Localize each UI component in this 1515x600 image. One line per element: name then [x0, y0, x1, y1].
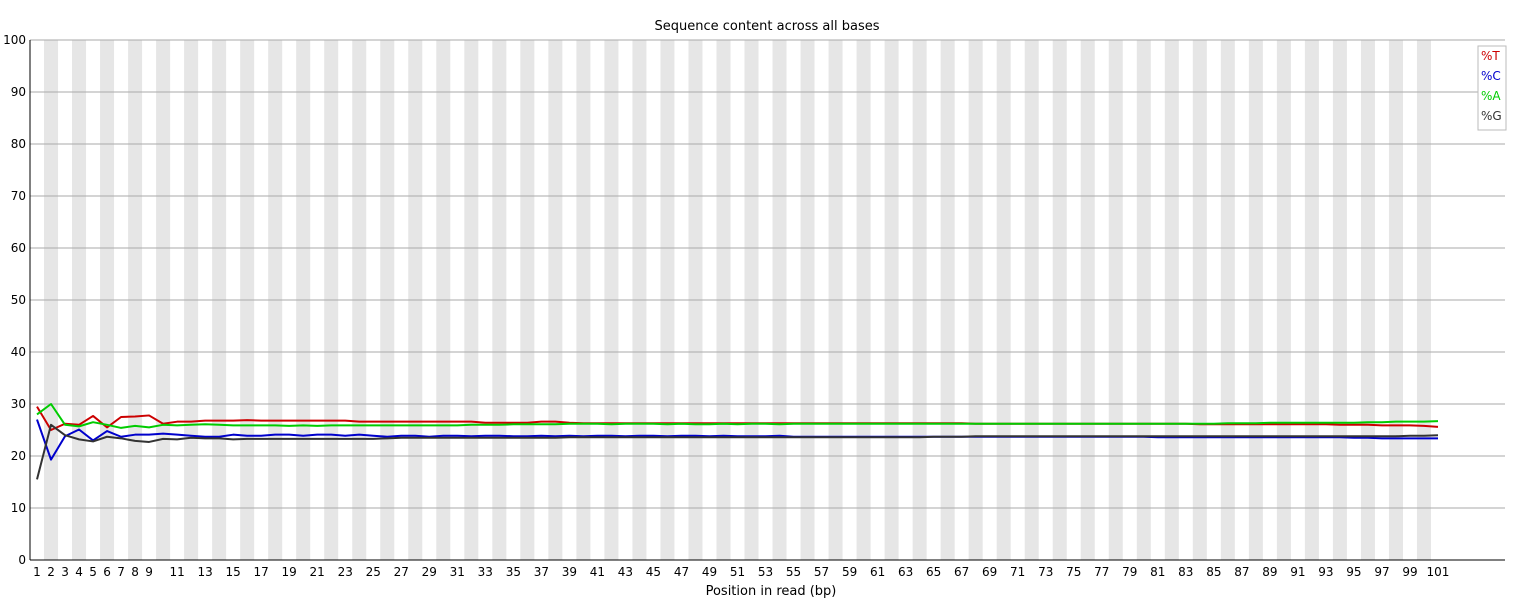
- x-tick-label: 71: [1010, 565, 1025, 579]
- x-tick-label: 97: [1374, 565, 1389, 579]
- x-tick-label: 69: [982, 565, 997, 579]
- x-tick-label: 67: [954, 565, 969, 579]
- x-tick-label: 23: [338, 565, 353, 579]
- x-tick-label: 11: [169, 565, 184, 579]
- x-tick-label: 87: [1234, 565, 1249, 579]
- legend-box: [1477, 45, 1507, 131]
- x-tick-label: 89: [1262, 565, 1277, 579]
- series-line-2: [36, 403, 1439, 429]
- y-axis-ticks: 0 10 20 30 40 50 60 70 80 90 100: [3, 33, 26, 567]
- x-tick-label: 55: [786, 565, 801, 579]
- x-tick-label: 43: [618, 565, 633, 579]
- x-tick-label: 17: [254, 565, 269, 579]
- legend-entry: %G: [1481, 109, 1502, 123]
- x-tick-label: 33: [478, 565, 493, 579]
- x-tick-label: 65: [926, 565, 941, 579]
- x-tick-label: 83: [1178, 565, 1193, 579]
- x-tick-label: 21: [310, 565, 325, 579]
- horizontal-gridlines: [30, 39, 1505, 509]
- x-tick-label: 19: [282, 565, 297, 579]
- x-tick-label: 8: [131, 565, 139, 579]
- x-tick-label: 39: [562, 565, 577, 579]
- x-tick-label: 63: [898, 565, 913, 579]
- x-tick-label: 13: [197, 565, 212, 579]
- legend-entry: %C: [1481, 69, 1501, 83]
- x-tick-label: 41: [590, 565, 605, 579]
- x-tick-label: 29: [422, 565, 437, 579]
- series-line-3: [36, 423, 1439, 480]
- x-tick-label: 101: [1427, 565, 1450, 579]
- x-tick-label: 53: [758, 565, 773, 579]
- x-tick-label: 31: [450, 565, 465, 579]
- legend: %T %C %A %G: [1477, 45, 1507, 131]
- x-tick-label: 6: [103, 565, 111, 579]
- x-tick-label: 95: [1346, 565, 1361, 579]
- y-tick-label: 30: [11, 397, 26, 411]
- x-tick-label: 49: [702, 565, 717, 579]
- y-tick-label: 70: [11, 189, 26, 203]
- x-tick-label: 25: [366, 565, 381, 579]
- y-tick-label: 40: [11, 345, 26, 359]
- series-line-1: [36, 419, 1438, 461]
- y-tick-label: 20: [11, 449, 26, 463]
- legend-entry: %T: [1481, 49, 1500, 63]
- x-axis-ticks: 1 2 3 4 5 6 7 8 9 11 13 15 17 19 21 23 25 27 29 31 33 35 37 39 4…: [33, 565, 1449, 579]
- y-tick-label: 80: [11, 137, 26, 151]
- legend-entry: %A: [1481, 89, 1501, 103]
- x-tick-label: 35: [506, 565, 521, 579]
- y-tick-label: 0: [18, 553, 26, 567]
- x-tick-label: 37: [534, 565, 549, 579]
- chart-title: Sequence content across all bases: [654, 19, 879, 34]
- x-tick-label: 93: [1318, 565, 1333, 579]
- x-tick-label: 77: [1094, 565, 1109, 579]
- y-tick-label: 90: [11, 85, 26, 99]
- x-tick-label: 27: [394, 565, 409, 579]
- x-tick-label: 15: [226, 565, 241, 579]
- x-tick-label: 61: [870, 565, 885, 579]
- x-axis-label: Position in read (bp): [706, 584, 837, 599]
- x-tick-label: 9: [145, 565, 153, 579]
- x-tick-label: 7: [117, 565, 125, 579]
- x-tick-label: 85: [1206, 565, 1221, 579]
- x-tick-label: 2: [47, 565, 55, 579]
- x-tick-label: 1: [33, 565, 41, 579]
- x-tick-label: 91: [1290, 565, 1305, 579]
- x-tick-label: 59: [842, 565, 857, 579]
- axes: [29, 40, 1505, 561]
- x-tick-label: 45: [646, 565, 661, 579]
- y-tick-label: 60: [11, 241, 26, 255]
- x-tick-label: 99: [1402, 565, 1417, 579]
- x-tick-label: 4: [75, 565, 83, 579]
- x-tick-label: 81: [1150, 565, 1165, 579]
- x-tick-label: 75: [1066, 565, 1081, 579]
- y-tick-label: 100: [3, 33, 26, 47]
- series-lines: [36, 403, 1439, 480]
- y-tick-label: 50: [11, 293, 26, 307]
- y-tick-label: 10: [11, 501, 26, 515]
- x-tick-label: 57: [814, 565, 829, 579]
- x-tick-label: 5: [89, 565, 97, 579]
- x-tick-label: 79: [1122, 565, 1137, 579]
- x-tick-label: 47: [674, 565, 689, 579]
- x-tick-label: 51: [730, 565, 745, 579]
- x-tick-label: 3: [61, 565, 69, 579]
- x-tick-label: 73: [1038, 565, 1053, 579]
